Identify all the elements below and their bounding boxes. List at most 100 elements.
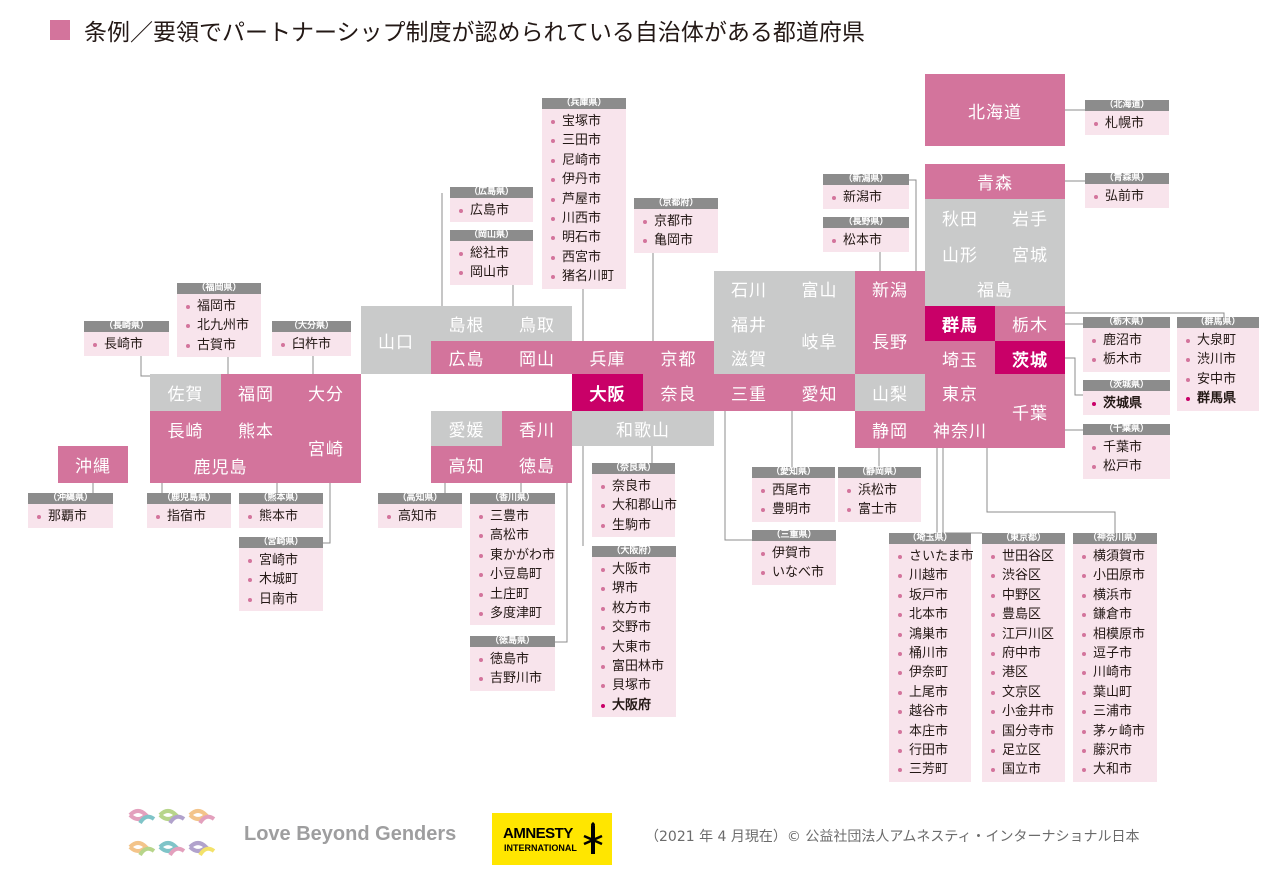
list-item: 枚方市 — [601, 599, 676, 618]
municipality-list: （東京都） 世田谷区 渋谷区 中野区 豊島区 江戸川区 府中市 港区 文京区 小金井市 国分寺市 足立… — [982, 533, 1065, 782]
list-item: 京都市 — [643, 212, 718, 231]
municipality-items: さいたま市 川越市 坂戸市 北本市 鴻巣市 桶川市 伊奈町 上尾市 越谷市 本庄市 行田市 三芳町 — [889, 544, 974, 782]
prefecture-tile: 北海道 — [925, 74, 1065, 146]
list-item: 松本市 — [832, 231, 909, 250]
list-item: 鴻巣市 — [898, 625, 971, 644]
prefecture-tile: 長崎 — [150, 411, 221, 447]
municipality-items: 世田谷区 渋谷区 中野区 豊島区 江戸川区 府中市 港区 文京区 小金井市 国分寺市 足立区 国立市 — [982, 544, 1065, 782]
prefecture-tile: 京都 — [643, 341, 714, 374]
list-header: （大阪府） — [592, 546, 676, 557]
list-item: 富士市 — [847, 500, 921, 519]
municipality-list: （徳島県） 徳島市 吉野川市 — [470, 636, 555, 691]
list-item: 横浜市 — [1082, 586, 1157, 605]
list-item: 大阪府 — [601, 696, 676, 715]
municipality-list: （茨城県） 茨城県 — [1083, 380, 1170, 416]
list-item: 横須賀市 — [1082, 547, 1157, 566]
municipality-items: 京都市 亀岡市 — [634, 209, 718, 253]
list-item: 鹿沼市 — [1092, 331, 1170, 350]
prefecture-tile: 鳥取 — [502, 306, 572, 341]
list-item: 松戸市 — [1092, 457, 1170, 476]
municipality-list: （香川県） 三豊市 高松市 東かがわ市 小豆島町 土庄町 多度津町 — [470, 493, 555, 626]
list-item: 長崎市 — [93, 335, 169, 354]
list-item: 世田谷区 — [991, 547, 1065, 566]
list-item: 国立市 — [991, 760, 1065, 779]
municipality-items: 徳島市 吉野川市 — [470, 647, 555, 691]
list-item: 茨城県 — [1092, 394, 1170, 413]
list-header: （広島県） — [450, 187, 533, 198]
prefecture-tile: 和歌山 — [572, 411, 714, 446]
list-item: 渋谷区 — [991, 566, 1065, 585]
municipality-list: （埼玉県） さいたま市 川越市 坂戸市 北本市 鴻巣市 桶川市 伊奈町 上尾市 越谷市 本庄市 行田市… — [889, 533, 974, 782]
list-header: （青森県） — [1085, 173, 1169, 184]
list-item: 三芳町 — [898, 760, 971, 779]
municipality-items: 熊本市 — [239, 504, 323, 528]
list-item: 指宿市 — [156, 507, 231, 526]
municipality-list: （福岡県） 福岡市 北九州市 古賀市 — [177, 283, 261, 358]
list-header: （徳島県） — [470, 636, 555, 647]
list-item: 豊島区 — [991, 605, 1065, 624]
list-item: 伊奈町 — [898, 663, 971, 682]
prefecture-tile: 山梨 — [855, 374, 925, 411]
list-item: 大東市 — [601, 638, 676, 657]
list-item: 宝塚市 — [551, 112, 626, 131]
list-header: （京都府） — [634, 198, 718, 209]
municipality-items: 宝塚市 三田市 尼崎市 伊丹市 芦屋市 川西市 明石市 西宮市 猪名川町 — [542, 109, 626, 289]
list-header: （東京都） — [982, 533, 1065, 544]
prefecture-tile: 岡山 — [502, 341, 572, 374]
list-header: （香川県） — [470, 493, 555, 504]
list-item: 小金井市 — [991, 702, 1065, 721]
municipality-list: （大分県） 臼杵市 — [272, 321, 351, 357]
list-item: 徳島市 — [479, 650, 555, 669]
amnesty-logo-line1: AMNESTY — [503, 825, 573, 842]
prefecture-tile: 岩手 — [995, 199, 1065, 236]
prefecture-tile: 静岡 — [855, 411, 925, 448]
list-item: 小豆島町 — [479, 565, 555, 584]
prefecture-tile: 福井 — [714, 306, 784, 341]
list-item: 明石市 — [551, 228, 626, 247]
list-item: 足立区 — [991, 741, 1065, 760]
list-item: 川越市 — [898, 566, 971, 585]
prefecture-tile: 愛知 — [784, 374, 855, 411]
list-item: 中野区 — [991, 586, 1065, 605]
municipality-list: （愛知県） 西尾市 豊明市 — [752, 467, 835, 522]
prefecture-tile: 島根 — [431, 306, 502, 341]
prefecture-tile: 神奈川 — [925, 411, 995, 448]
municipality-list: （奈良県） 奈良市 大和郡山市 生駒市 — [592, 463, 677, 538]
list-header: （兵庫県） — [542, 98, 626, 109]
candle-icon — [583, 822, 603, 854]
list-item: 北本市 — [898, 605, 971, 624]
list-header: （熊本県） — [239, 493, 323, 504]
list-item: 尼崎市 — [551, 151, 626, 170]
list-header: （大分県） — [272, 321, 351, 332]
prefecture-tile: 熊本 — [221, 411, 291, 447]
list-item: 札幌市 — [1094, 114, 1169, 133]
list-item: 浜松市 — [847, 481, 921, 500]
municipality-items: 札幌市 — [1085, 111, 1169, 135]
list-item: 行田市 — [898, 741, 971, 760]
prefecture-tile: 佐賀 — [150, 374, 221, 411]
prefecture-tile: 富山 — [784, 271, 855, 306]
municipality-list: （神奈川県） 横須賀市 小田原市 横浜市 鎌倉市 相模原市 逗子市 川崎市 葉山町 三浦市 茅ヶ崎市… — [1073, 533, 1157, 782]
list-item: さいたま市 — [898, 547, 974, 566]
municipality-items: 高知市 — [378, 504, 462, 528]
prefecture-tile: 香川 — [502, 411, 572, 446]
list-header: （千葉県） — [1083, 424, 1170, 435]
list-header: （長崎県） — [84, 321, 169, 332]
list-item: 大和郡山市 — [601, 496, 677, 515]
list-header: （静岡県） — [838, 467, 921, 478]
municipality-items: 総社市 岡山市 — [450, 241, 533, 285]
list-item: 文京区 — [991, 683, 1065, 702]
prefecture-tile: 山形 — [925, 236, 995, 271]
list-header: （岡山県） — [450, 230, 533, 241]
list-item: 大泉町 — [1186, 331, 1259, 350]
list-item: 上尾市 — [898, 683, 971, 702]
list-item: 葉山町 — [1082, 683, 1157, 702]
list-item: 岡山市 — [459, 263, 533, 282]
municipality-items: 長崎市 — [84, 332, 169, 356]
municipality-items: 福岡市 北九州市 古賀市 — [177, 294, 261, 357]
list-header: （福岡県） — [177, 283, 261, 294]
municipality-list: （沖縄県） 那覇市 — [28, 493, 113, 529]
list-item: 栃木市 — [1092, 350, 1170, 369]
list-item: 生駒市 — [601, 516, 675, 535]
prefecture-tile: 鹿児島 — [150, 447, 291, 483]
